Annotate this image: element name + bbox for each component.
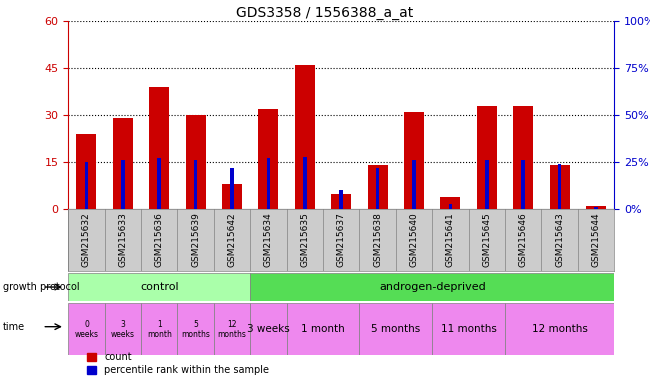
Text: 3
weeks: 3 weeks — [111, 319, 135, 339]
Bar — [594, 207, 598, 209]
Bar — [339, 190, 343, 209]
Bar — [230, 168, 234, 209]
Text: GSM215634: GSM215634 — [264, 212, 273, 267]
Text: control: control — [140, 282, 179, 292]
Text: time: time — [3, 322, 25, 332]
Bar — [295, 65, 315, 209]
Text: GSM215638: GSM215638 — [373, 212, 382, 267]
Text: GSM215642: GSM215642 — [227, 212, 237, 267]
Bar — [514, 106, 533, 209]
Bar — [359, 303, 432, 355]
Text: 11 months: 11 months — [441, 324, 497, 334]
Bar — [485, 161, 489, 209]
Bar — [250, 303, 287, 355]
Bar — [586, 206, 606, 209]
Bar — [287, 303, 359, 355]
Text: GDS3358 / 1556388_a_at: GDS3358 / 1556388_a_at — [237, 6, 413, 20]
Legend: count, percentile rank within the sample: count, percentile rank within the sample — [83, 348, 273, 379]
Text: GSM215644: GSM215644 — [592, 212, 601, 267]
Bar — [157, 159, 161, 209]
Text: 1 month: 1 month — [301, 324, 345, 334]
Bar — [222, 184, 242, 209]
Bar — [558, 164, 562, 209]
Bar — [376, 168, 380, 209]
Bar — [303, 157, 307, 209]
Bar — [412, 161, 416, 209]
Text: 5
months: 5 months — [181, 319, 210, 339]
Text: GSM215637: GSM215637 — [337, 212, 346, 267]
Text: androgen-deprived: androgen-deprived — [379, 282, 486, 292]
Bar — [194, 161, 198, 209]
Bar — [266, 159, 270, 209]
Bar — [368, 166, 387, 209]
Bar — [505, 303, 614, 355]
Text: GSM215641: GSM215641 — [446, 212, 455, 267]
Bar — [113, 118, 133, 209]
Text: 1
month: 1 month — [147, 319, 172, 339]
Bar — [259, 109, 278, 209]
Bar — [105, 303, 141, 355]
Text: 5 months: 5 months — [371, 324, 421, 334]
Text: growth protocol: growth protocol — [3, 282, 80, 292]
Text: 12
months: 12 months — [218, 319, 246, 339]
Bar — [448, 204, 452, 209]
Bar — [550, 166, 569, 209]
Bar — [141, 303, 177, 355]
Bar — [441, 197, 460, 209]
Bar — [177, 303, 214, 355]
Text: GSM215639: GSM215639 — [191, 212, 200, 267]
Bar — [404, 112, 424, 209]
Bar — [477, 106, 497, 209]
Text: 0
weeks: 0 weeks — [75, 319, 98, 339]
Bar — [250, 273, 614, 301]
Bar — [150, 87, 169, 209]
Text: GSM215643: GSM215643 — [555, 212, 564, 267]
Text: 3 weeks: 3 weeks — [247, 324, 290, 334]
Bar — [68, 303, 105, 355]
Bar — [84, 162, 88, 209]
Text: GSM215645: GSM215645 — [482, 212, 491, 267]
Text: GSM215635: GSM215635 — [300, 212, 309, 267]
Text: GSM215640: GSM215640 — [410, 212, 419, 267]
Text: GSM215646: GSM215646 — [519, 212, 528, 267]
Text: 12 months: 12 months — [532, 324, 588, 334]
Bar — [332, 194, 351, 209]
Bar — [68, 273, 250, 301]
Bar — [121, 161, 125, 209]
Text: GSM215632: GSM215632 — [82, 212, 91, 267]
Text: GSM215633: GSM215633 — [118, 212, 127, 267]
Text: GSM215636: GSM215636 — [155, 212, 164, 267]
Bar — [186, 115, 205, 209]
Bar — [432, 303, 505, 355]
Bar — [521, 161, 525, 209]
Bar — [77, 134, 96, 209]
Bar — [214, 303, 250, 355]
